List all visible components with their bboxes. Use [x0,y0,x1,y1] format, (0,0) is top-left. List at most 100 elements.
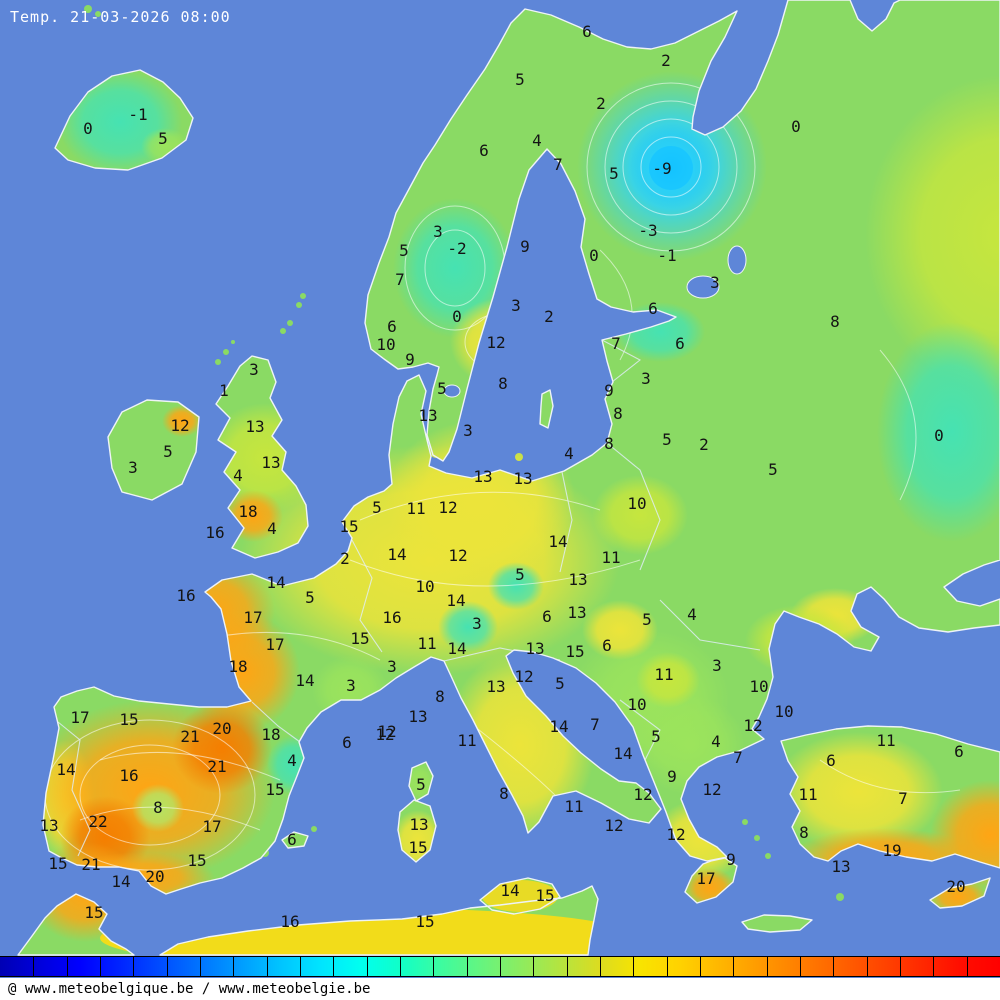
temp-label: 14 [447,639,467,659]
europe-temperature-map [0,0,1000,956]
temp-label: 11 [654,665,674,685]
temp-label: 6 [342,733,352,753]
temp-label: 6 [954,742,964,762]
temp-label: 20 [145,867,165,887]
temp-label: -9 [652,159,672,179]
temp-label: 10 [376,335,396,355]
temp-label: 10 [749,677,769,697]
temp-label: 17 [243,608,263,628]
temp-label: 16 [176,586,196,606]
colorbar-tick [933,957,935,976]
temp-label: 8 [499,784,509,804]
temp-label: 11 [876,731,896,751]
temp-label: 19 [882,841,902,861]
temp-label: 21 [180,727,200,747]
temp-label: 12 [377,722,397,742]
temp-label: 6 [287,830,297,850]
temp-label: 4 [233,466,243,486]
temp-label: 0 [452,307,462,327]
colorbar-tick [300,957,301,976]
temp-label: 13 [567,603,587,623]
temp-label: 16 [382,608,402,628]
temp-label: 18 [228,657,248,677]
temp-label: 9 [726,850,736,870]
temp-label: 11 [406,499,426,519]
temp-label: -1 [128,105,148,125]
temp-label: 4 [711,732,721,752]
temp-label: 9 [520,237,530,257]
colorbar-tick [33,957,35,976]
colorbar-tick [533,957,535,976]
temp-label: 5 [437,379,447,399]
temp-label: 6 [387,317,397,337]
temp-label: 3 [128,458,138,478]
temperature-field [0,0,1000,956]
colorbar-tick [966,957,968,976]
temp-label: 15 [535,886,555,906]
temp-label: 12 [170,416,190,436]
temp-label: 12 [514,667,534,687]
temp-label: 13 [408,707,428,727]
temp-label: 0 [934,426,944,446]
colorbar-tick [200,957,201,976]
temp-label: 10 [415,577,435,597]
temp-label: -1 [657,246,677,266]
temp-label: 10 [774,702,794,722]
temp-label: -3 [638,221,658,241]
temp-label: 20 [212,719,232,739]
temp-label: 14 [56,760,76,780]
temp-label: 0 [83,119,93,139]
temp-label: 15 [84,903,104,923]
temp-label: 8 [498,374,508,394]
country-borders [57,339,761,857]
temp-label: 15 [408,838,428,858]
temp-label: -2 [447,239,467,259]
temp-label: 3 [641,369,651,389]
colorbar-tick [100,957,101,976]
temp-label: 21 [81,855,101,875]
temp-label: 7 [733,748,743,768]
temp-label: 17 [265,635,285,655]
temp-label: 5 [416,775,426,795]
temp-label: 12 [438,498,458,518]
temp-label: 12 [743,716,763,736]
temp-label: 7 [395,270,405,290]
temp-label: 4 [532,131,542,151]
temp-label: 15 [350,629,370,649]
temp-label: 14 [266,573,286,593]
temp-label: 12 [486,333,506,353]
temp-label: 2 [544,307,554,327]
temp-label: 11 [457,731,477,751]
colorbar-tick [866,957,868,976]
colorbar-tick [800,957,801,976]
copyright-text: @ www.meteobelgique.be / www.meteobelgie… [8,981,371,997]
temp-label: 13 [513,469,533,489]
temp-label: 6 [582,22,592,42]
temp-label: 5 [662,430,672,450]
temp-label: 5 [158,129,168,149]
map-title: Temp. 21-03-2026 08:00 [10,8,231,26]
temp-label: 11 [798,785,818,805]
temp-label: 14 [295,671,315,691]
temp-label: 7 [611,334,621,354]
temp-label: 14 [446,591,466,611]
temp-label: 15 [415,912,435,932]
colorbar-tick [833,957,835,976]
colorbar-tick [566,957,568,976]
temp-label: 13 [409,815,429,835]
temp-label: 5 [609,164,619,184]
temp-label: 4 [687,605,697,625]
temp-label: 6 [826,751,836,771]
temp-label: 6 [602,636,612,656]
temp-label: 14 [500,881,520,901]
temp-label: 18 [261,725,281,745]
temp-label: 13 [525,639,545,659]
temp-label: 14 [111,872,131,892]
temp-label: 2 [596,94,606,114]
temp-label: 9 [604,381,614,401]
colorbar-tick [766,957,768,976]
temp-label: 13 [418,406,438,426]
colorbar-tick [600,957,601,976]
temp-label: 5 [515,70,525,90]
